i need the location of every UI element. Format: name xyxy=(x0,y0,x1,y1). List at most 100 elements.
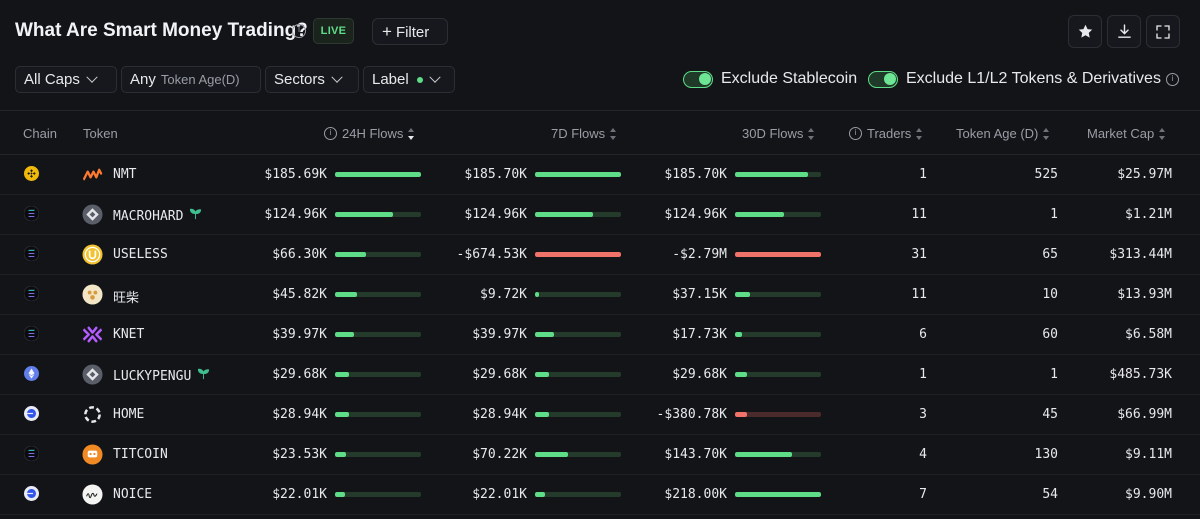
sort-desc-icon xyxy=(408,127,415,140)
30d-flows-bar xyxy=(735,292,821,297)
sectors-dropdown[interactable]: Sectors xyxy=(265,66,359,93)
7d-flows-bar xyxy=(535,492,621,497)
30d-flows-bar-fill xyxy=(735,412,748,417)
table-row[interactable]: 旺柴 $45.82K $9.72K $37.15K 11 10 $13.93M xyxy=(0,275,1200,315)
table-header: Chain Token i 24H Flows 7D Flows 30D Flow… xyxy=(0,111,1200,155)
exclude-stablecoin-toggle[interactable] xyxy=(683,71,713,88)
filter-label: Filter xyxy=(395,24,430,41)
7d-flows-value: $28.94K xyxy=(472,407,527,422)
token-name[interactable]: NMT xyxy=(113,167,137,182)
token-age-filter[interactable]: Any Token Age(D) xyxy=(121,66,261,93)
active-dot-icon xyxy=(416,76,423,83)
label-dropdown[interactable]: Label xyxy=(363,66,455,93)
table-row[interactable]: MACROHARD $124.96K $124.96K $124.96K 11 1 $1.2… xyxy=(0,195,1200,235)
token-name[interactable]: 旺柴 xyxy=(113,291,140,306)
home-icon xyxy=(82,404,103,425)
table-row[interactable]: KNET $39.97K $39.97K $17.73K 6 60 $6.58M xyxy=(0,315,1200,355)
30d-flows-bar-fill xyxy=(735,292,750,297)
label-label: Label xyxy=(372,71,409,88)
30d-flows-bar-fill xyxy=(735,492,821,497)
download-button[interactable] xyxy=(1107,15,1141,48)
traders-value: 3 xyxy=(919,407,927,422)
token-name[interactable]: USELESS xyxy=(113,247,168,262)
macrohard-icon xyxy=(82,204,103,225)
knet-icon xyxy=(82,324,103,345)
market-cap-value: $313.44M xyxy=(1109,247,1172,262)
column-header-token-age[interactable]: Token Age (D) xyxy=(956,126,1050,141)
traders-value: 1 xyxy=(919,367,927,382)
30d-flows-bar xyxy=(735,492,821,497)
30d-flows-value: $37.15K xyxy=(672,287,727,302)
download-icon xyxy=(1117,24,1131,38)
token-name[interactable]: NOICE xyxy=(113,487,153,502)
table-row[interactable]: USELESS $66.30K -$674.53K -$2.79M 31 65 $313.4… xyxy=(0,235,1200,275)
24h-flows-bar xyxy=(335,252,421,257)
24h-flows-value: $66.30K xyxy=(272,247,327,262)
column-header-7d-flows[interactable]: 7D Flows xyxy=(551,126,617,141)
table-row[interactable]: HOME $28.94K $28.94K -$380.78K 3 45 $66.99M xyxy=(0,395,1200,435)
solana-icon xyxy=(23,205,40,222)
noice-icon xyxy=(82,484,103,505)
table-row[interactable]: LUCKYPENGU $29.68K $29.68K $29.68K 1 1 $485.73… xyxy=(0,355,1200,395)
market-cap-value: $66.99M xyxy=(1117,407,1172,422)
sprout-icon xyxy=(189,207,202,223)
token-name[interactable]: LUCKYPENGU xyxy=(113,367,210,384)
token-age-value: 54 xyxy=(1042,487,1058,502)
7d-flows-bar-fill xyxy=(535,292,540,297)
table-row[interactable]: NMT $185.69K $185.70K $185.70K 1 525 $25.97M xyxy=(0,155,1200,195)
7d-flows-bar xyxy=(535,172,621,177)
token-name[interactable]: MACROHARD xyxy=(113,207,202,224)
7d-flows-bar-fill xyxy=(535,332,554,337)
column-header-30d-flows[interactable]: 30D Flows xyxy=(742,126,815,141)
24h-flows-bar xyxy=(335,412,421,417)
30d-flows-bar-fill xyxy=(735,172,809,177)
24h-flows-bar-fill xyxy=(335,492,346,497)
info-icon[interactable]: i xyxy=(849,127,862,140)
token-age-value: 525 xyxy=(1034,167,1058,182)
sectors-label: Sectors xyxy=(274,71,325,88)
7d-flows-bar xyxy=(535,292,621,297)
7d-flows-value: $124.96K xyxy=(464,207,527,222)
nmt-icon xyxy=(82,164,103,185)
market-cap-value: $6.58M xyxy=(1125,327,1172,342)
30d-flows-bar xyxy=(735,332,821,337)
header: What Are Smart Money Trading? i LIVE + Fi… xyxy=(0,0,1200,62)
base-icon xyxy=(24,486,39,501)
market-cap-value: $1.21M xyxy=(1125,207,1172,222)
sort-icon xyxy=(1043,127,1050,140)
30d-flows-bar-fill xyxy=(735,452,792,457)
all-caps-dropdown[interactable]: All Caps xyxy=(15,66,117,93)
30d-flows-bar xyxy=(735,252,821,257)
filter-toolbar: All Caps Any Token Age(D) Sectors Label … xyxy=(0,66,1200,96)
24h-flows-bar xyxy=(335,332,421,337)
7d-flows-bar xyxy=(535,372,621,377)
token-age-label: Token Age(D) xyxy=(160,72,240,87)
token-name[interactable]: KNET xyxy=(113,327,145,342)
30d-flows-bar xyxy=(735,212,821,217)
favorite-button[interactable] xyxy=(1068,15,1102,48)
bnb-icon xyxy=(24,166,39,181)
info-icon[interactable]: i xyxy=(324,127,337,140)
token-name[interactable]: HOME xyxy=(113,407,145,422)
7d-flows-bar-fill xyxy=(535,492,546,497)
token-age-value: 45 xyxy=(1042,407,1058,422)
market-cap-value: $9.90M xyxy=(1125,487,1172,502)
column-header-traders[interactable]: i Traders xyxy=(849,126,923,141)
exclude-stablecoin-label: Exclude Stablecoin xyxy=(721,70,858,87)
token-name[interactable]: TITCOIN xyxy=(113,447,168,462)
exclude-l1l2-toggle[interactable] xyxy=(868,71,898,88)
sort-icon xyxy=(1159,127,1166,140)
7d-flows-value: $22.01K xyxy=(472,487,527,502)
fullscreen-button[interactable] xyxy=(1146,15,1180,48)
column-header-market-cap[interactable]: Market Cap xyxy=(1087,126,1166,141)
filter-button[interactable]: + Filter xyxy=(372,18,448,45)
column-header-24h-flows[interactable]: i 24H Flows xyxy=(324,126,415,141)
info-icon[interactable]: i xyxy=(1166,73,1179,86)
base-icon xyxy=(24,406,39,421)
chevron-down-icon xyxy=(86,71,98,83)
solana-icon xyxy=(23,325,40,342)
table-row[interactable]: NOICE $22.01K $22.01K $218.00K 7 54 $9.90M xyxy=(0,475,1200,515)
table-row[interactable]: TITCOIN $23.53K $70.22K $143.70K 4 130 $9.11M xyxy=(0,435,1200,475)
info-icon[interactable]: i xyxy=(292,24,306,38)
7d-flows-value: $39.97K xyxy=(472,327,527,342)
